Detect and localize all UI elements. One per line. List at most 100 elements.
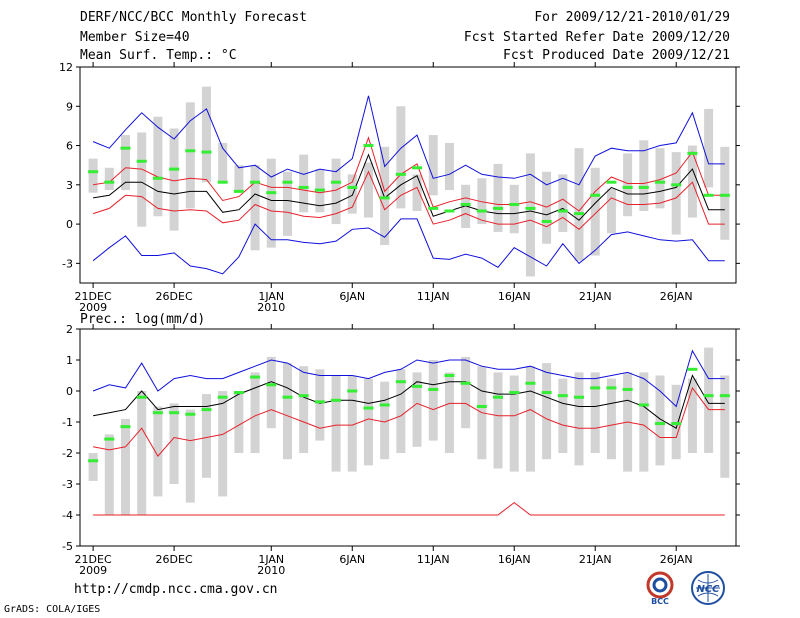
ensemble-marker: [314, 188, 325, 192]
ensemble-marker: [395, 380, 406, 384]
x-tick-year: 2010: [257, 301, 285, 314]
ensemble-marker: [671, 183, 682, 187]
box-range: [315, 369, 325, 441]
box-range: [169, 403, 179, 484]
box-range: [590, 372, 600, 453]
ensemble-marker: [655, 422, 666, 426]
ensemble-marker: [347, 185, 358, 189]
box-range: [444, 372, 454, 453]
box-range: [639, 140, 649, 211]
ensemble-marker: [136, 159, 147, 163]
ensemble-marker: [120, 425, 131, 429]
ensemble-marker: [250, 180, 261, 184]
box-range: [331, 158, 341, 225]
ensemble-marker: [298, 394, 309, 398]
y-tick-label: -1: [62, 416, 73, 429]
y-tick-label: 2: [66, 323, 73, 336]
x-tick-label: 26DEC: [156, 290, 193, 303]
box-range: [363, 378, 373, 466]
box-range: [120, 135, 130, 191]
box-range: [104, 434, 114, 515]
website-url[interactable]: http://cmdp.ncc.cma.gov.cn: [74, 582, 278, 597]
ensemble-marker: [509, 391, 520, 395]
box-range: [671, 384, 681, 460]
ensemble-marker: [201, 408, 212, 412]
y-tick-label: -3: [62, 478, 73, 491]
ensemble-marker: [590, 193, 601, 197]
ensemble-marker: [152, 176, 163, 180]
y-tick-label: 0: [66, 218, 73, 231]
ensemble-marker: [88, 459, 99, 463]
box-range: [185, 409, 195, 503]
ensemble-marker: [703, 193, 714, 197]
mean-plus-sd-line: [93, 136, 725, 212]
ensemble-marker: [169, 411, 180, 415]
ensemble-marker: [314, 400, 325, 404]
box-range: [461, 184, 471, 229]
ensemble-marker: [590, 386, 601, 390]
box-range: [574, 148, 584, 261]
ensemble-marker: [557, 394, 568, 398]
ensemble-marker: [638, 185, 649, 189]
x-tick-year: 2009: [79, 564, 107, 577]
box-range: [493, 163, 503, 232]
box-range: [104, 167, 114, 191]
box-range: [655, 375, 665, 466]
ensemble-marker: [250, 375, 261, 379]
ensemble-marker: [379, 403, 390, 407]
box-range: [493, 372, 503, 469]
ensemble-marker: [428, 387, 439, 391]
ensemble-marker: [217, 395, 228, 399]
box-range: [282, 363, 292, 460]
box-range: [137, 132, 147, 227]
plot-frame: [79, 328, 737, 547]
x-tick-label: 26JAN: [660, 290, 693, 303]
ensemble-marker: [120, 146, 131, 150]
ensemble-marker: [104, 180, 115, 184]
fcst-started-date: Fcst Started Refer Date 2009/12/20: [463, 30, 730, 45]
ensemble-marker: [525, 381, 536, 385]
box-range: [574, 372, 584, 466]
y-tick-label: -2: [62, 447, 73, 460]
mean-line: [93, 153, 725, 221]
box-range: [461, 356, 471, 429]
box-range: [412, 372, 422, 447]
chart-title: DERF/NCC/BCC Monthly Forecast: [80, 10, 307, 25]
box-range: [704, 108, 714, 188]
x-tick-label: 1JAN: [258, 290, 284, 303]
box-range: [525, 153, 535, 277]
box-range: [606, 378, 616, 460]
box-range: [396, 106, 406, 209]
box-range: [347, 375, 357, 472]
box-range: [380, 381, 390, 460]
max-line: [92, 95, 725, 186]
ensemble-marker: [233, 189, 244, 193]
box-range: [299, 366, 309, 453]
box-range: [412, 174, 422, 211]
box-range: [266, 356, 276, 429]
ensemble-marker: [282, 180, 293, 184]
ensemble-marker: [395, 172, 406, 176]
ensemble-marker: [476, 405, 487, 408]
box-range: [88, 158, 98, 193]
y-tick-label: -5: [62, 540, 73, 553]
y-tick-label: -4: [62, 509, 73, 522]
ensemble-marker: [412, 384, 423, 388]
ensemble-marker: [687, 151, 698, 155]
upper-line: [92, 349, 725, 408]
box-range: [363, 162, 373, 218]
box-range: [720, 146, 730, 240]
box-range: [704, 347, 714, 453]
box-range: [671, 152, 681, 235]
ensemble-marker: [185, 149, 196, 153]
ensemble-marker: [460, 202, 471, 206]
box-range: [558, 378, 568, 453]
box-range: [720, 375, 730, 478]
ensemble-marker: [298, 185, 309, 189]
ensemble-marker: [606, 180, 617, 184]
ensemble-marker: [363, 406, 374, 410]
x-tick-label: 21DEC: [75, 553, 112, 566]
ensemble-marker: [266, 191, 277, 195]
